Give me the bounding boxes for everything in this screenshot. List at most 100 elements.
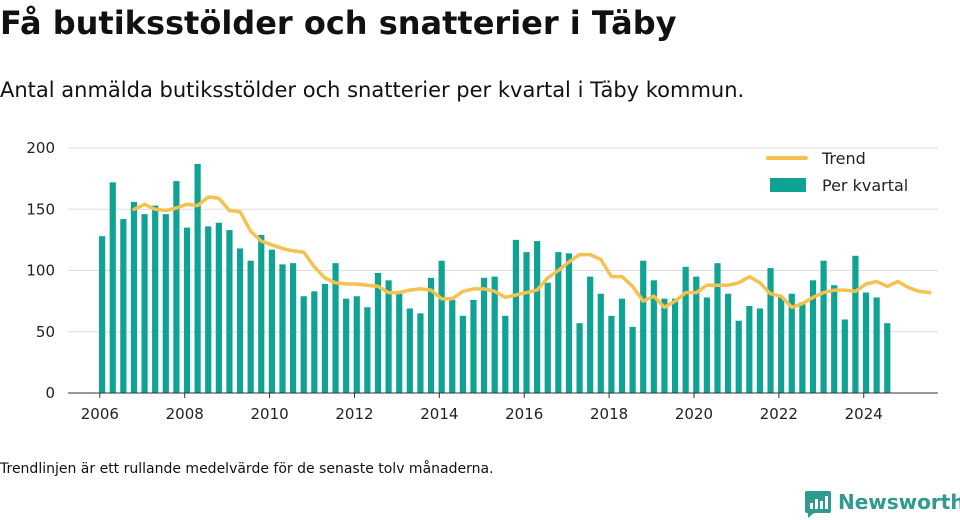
trend-line xyxy=(132,195,932,310)
bar xyxy=(406,308,413,393)
bar xyxy=(236,248,244,393)
bar xyxy=(258,234,265,393)
bar xyxy=(491,276,498,393)
bar xyxy=(682,266,689,393)
bar xyxy=(618,298,626,393)
newsworthy-logo-icon xyxy=(805,491,831,518)
bar xyxy=(587,276,594,393)
x-tick-label: 2022 xyxy=(760,405,798,423)
bar xyxy=(820,260,827,393)
legend-bar-label: Per kvartal xyxy=(822,176,908,195)
bar xyxy=(247,260,254,393)
bar xyxy=(374,272,382,393)
bar xyxy=(746,306,753,393)
legend-bar-swatch xyxy=(770,178,806,192)
y-tick-label: 100 xyxy=(26,262,55,280)
bar xyxy=(650,280,657,393)
bar xyxy=(884,323,891,393)
bar xyxy=(268,249,275,393)
bar xyxy=(725,293,732,393)
bar xyxy=(778,297,785,393)
bar xyxy=(396,293,403,393)
bar xyxy=(215,222,222,393)
bar xyxy=(183,227,191,393)
y-tick-label: 200 xyxy=(26,139,55,157)
footnote: Trendlinjen är ett rullande medelvärde f… xyxy=(0,461,494,477)
bar xyxy=(470,299,477,393)
bar xyxy=(502,315,509,393)
bar xyxy=(194,163,201,393)
bar xyxy=(449,299,456,393)
bar xyxy=(300,296,307,393)
bar xyxy=(597,293,604,393)
bar xyxy=(831,285,838,393)
y-tick-label: 150 xyxy=(26,200,55,218)
chart-subtitle: Antal anmälda butiksstölder och snatteri… xyxy=(0,78,745,102)
chart-title: Få butiksstölder och snatterier i Täby xyxy=(0,4,677,42)
bar xyxy=(841,319,848,393)
bar xyxy=(353,296,360,393)
bar xyxy=(671,298,679,393)
bar xyxy=(459,315,466,393)
x-tick-label: 2020 xyxy=(675,405,713,423)
bar xyxy=(173,181,180,393)
bar xyxy=(438,260,445,393)
bar xyxy=(756,308,764,393)
bar xyxy=(555,252,562,393)
bar-series xyxy=(99,163,891,393)
bar xyxy=(629,326,636,393)
bar xyxy=(332,263,339,393)
bar xyxy=(311,291,318,393)
bar xyxy=(640,260,647,393)
bar xyxy=(162,214,169,393)
trend-series xyxy=(132,195,932,310)
bar xyxy=(290,263,297,393)
bar xyxy=(767,268,774,393)
bar xyxy=(799,302,806,393)
x-tick-label: 2006 xyxy=(81,405,119,423)
bar xyxy=(385,280,392,393)
x-tick-label: 2016 xyxy=(505,405,543,423)
x-tick-label: 2014 xyxy=(420,405,458,423)
legend: Trend Per kvartal xyxy=(766,149,908,195)
bar xyxy=(703,297,710,393)
bar xyxy=(788,293,795,393)
bar xyxy=(852,255,859,393)
bar xyxy=(343,298,350,393)
bar xyxy=(279,264,286,393)
bar xyxy=(120,219,127,393)
brand-name: Newsworthy xyxy=(838,490,960,514)
bar xyxy=(693,276,700,393)
chart: 0 50 100 150 200 2006 2008 2010 2012 2014 2016 201… xyxy=(26,139,938,423)
x-axis: 2006 2008 2010 2012 2014 2016 2018 2020 2022 2024 xyxy=(68,392,938,423)
bar xyxy=(565,253,573,393)
y-tick-label: 0 xyxy=(45,384,55,402)
bar xyxy=(534,241,541,393)
bar xyxy=(873,297,880,393)
bar xyxy=(364,307,371,393)
bar xyxy=(523,252,530,393)
bar xyxy=(661,298,668,393)
bar xyxy=(152,205,159,393)
bar xyxy=(714,263,721,393)
x-tick-label: 2008 xyxy=(166,405,204,423)
x-tick-label: 2012 xyxy=(335,405,373,423)
bar xyxy=(130,201,138,393)
bar xyxy=(512,239,520,393)
bar xyxy=(99,236,106,393)
bar xyxy=(427,277,435,393)
x-tick-label: 2018 xyxy=(590,405,628,423)
bar xyxy=(321,283,329,393)
bar xyxy=(544,282,551,393)
bar xyxy=(109,182,116,393)
bar xyxy=(862,292,870,393)
bar xyxy=(809,280,817,393)
x-tick-label: 2010 xyxy=(250,405,288,423)
y-axis-ticks: 0 50 100 150 200 xyxy=(26,139,55,402)
bar xyxy=(226,230,233,393)
bar xyxy=(417,313,424,393)
bar xyxy=(205,226,212,393)
bar xyxy=(608,315,615,393)
bar xyxy=(141,214,148,393)
bar xyxy=(735,320,742,393)
